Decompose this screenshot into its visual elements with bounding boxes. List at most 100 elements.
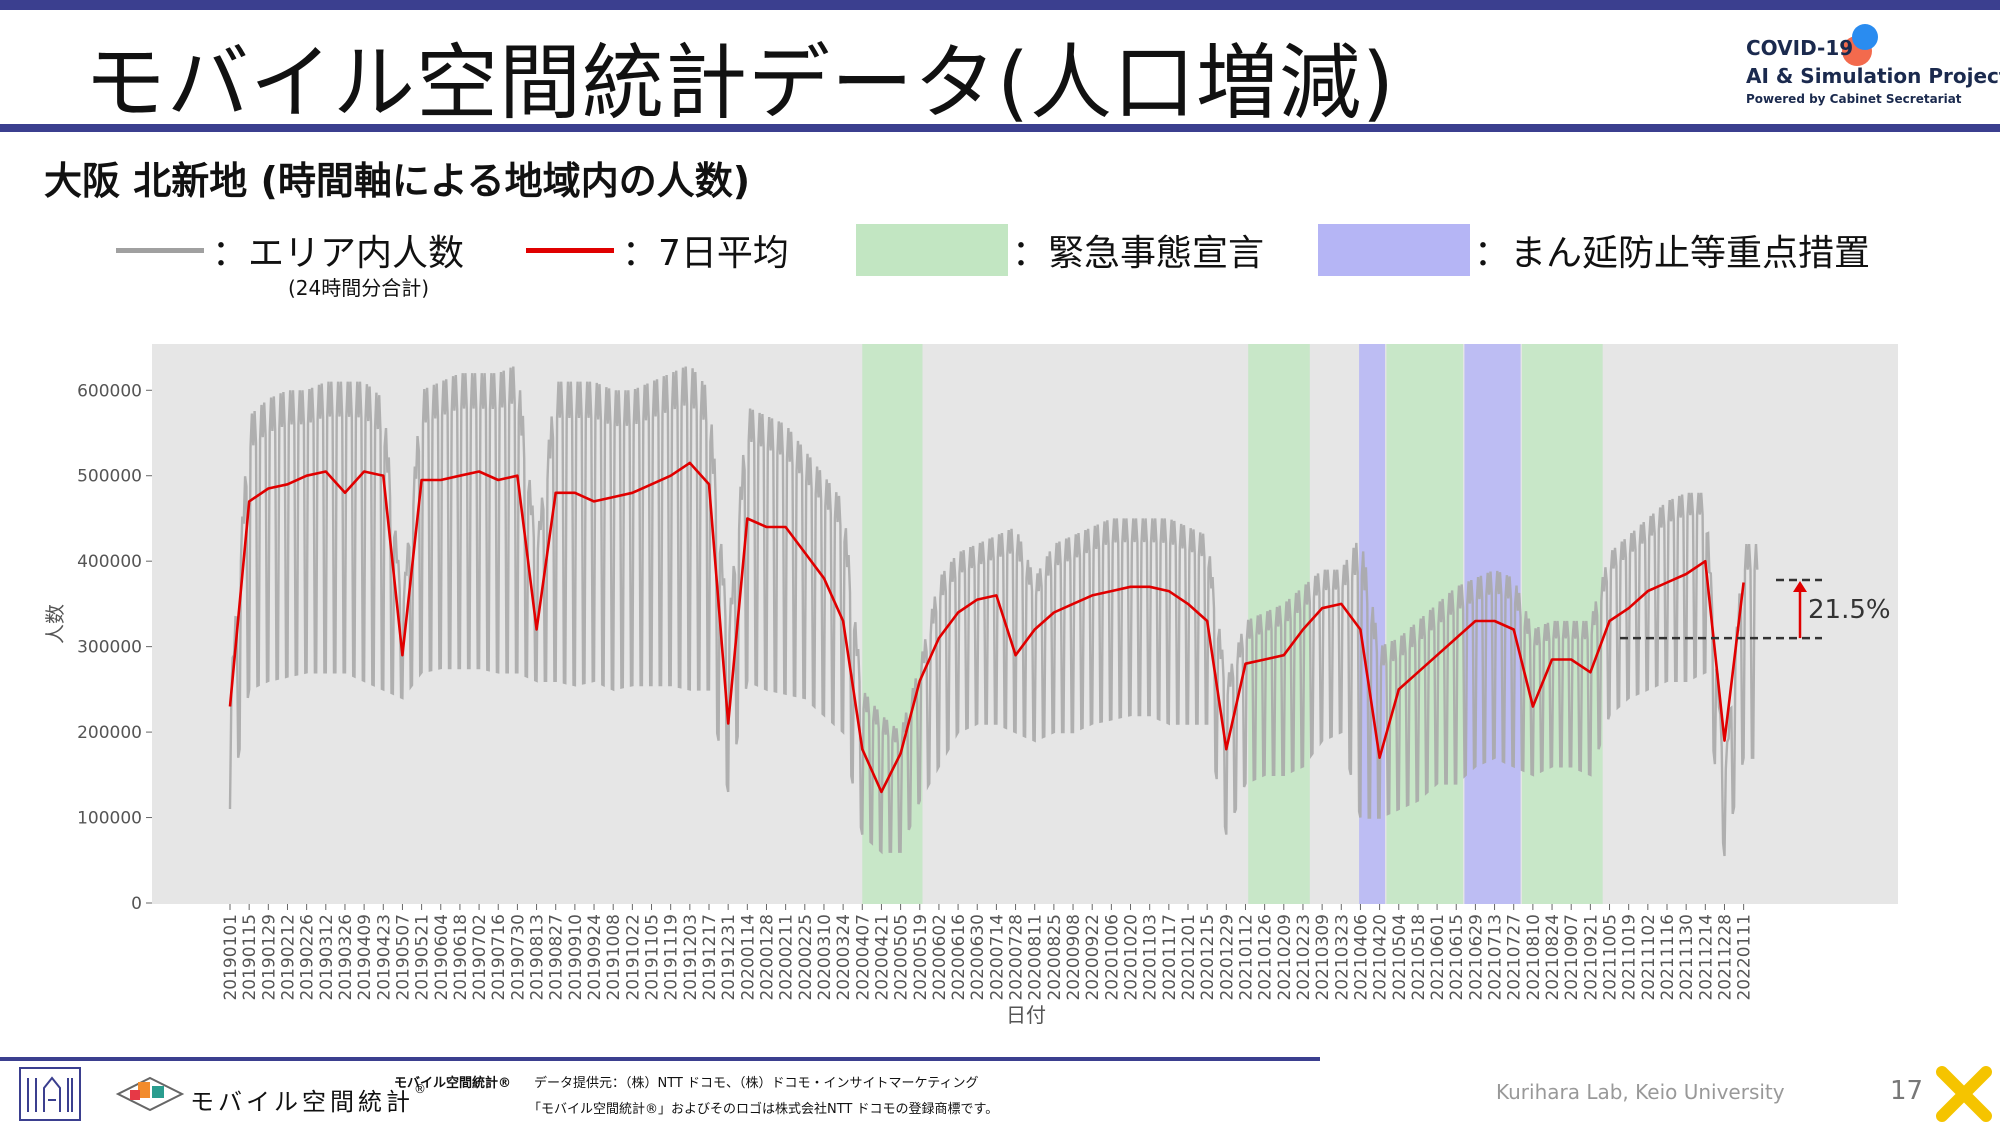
- x-tick-label: 20190409: [355, 914, 375, 1001]
- x-tick-label: 20200128: [757, 914, 777, 1001]
- x-tick-label: 20190827: [547, 914, 567, 1001]
- x-tick-label: 20200602: [930, 914, 950, 1001]
- x-tick-label: 20190618: [451, 914, 471, 1001]
- x-tick-label: 20190115: [240, 914, 260, 1001]
- page-title: モバイル空間統計データ(人口増減): [84, 36, 1395, 131]
- x-tick-label: 20191119: [662, 914, 682, 1001]
- x-tick-label: 20190604: [432, 914, 452, 1001]
- x-tick-label: 20190924: [585, 914, 605, 1001]
- x-tick-label: 20210629: [1466, 914, 1486, 1001]
- legend-emergency: ：緊急事態宣言: [1012, 233, 1265, 274]
- x-tick-label: 20211116: [1658, 914, 1678, 1001]
- legend-avg7: ：7日平均: [622, 233, 789, 274]
- legend-area-count: ：エリア内人数: [212, 233, 465, 274]
- x-tick-label: 20201229: [1217, 914, 1237, 1001]
- x-tick-label: 20190129: [259, 914, 279, 1001]
- x-tick-label: 20210112: [1236, 914, 1256, 1001]
- logo-line3: Powered by Cabinet Secretariat: [1746, 92, 1962, 106]
- legend: ：エリア内人数 (24時間分合計) ：7日平均 ：緊急事態宣言 ：まん延防止等重…: [0, 222, 2000, 300]
- keio-x-logo-icon: [1936, 1066, 1992, 1122]
- x-tick-label: 20191203: [681, 914, 701, 1001]
- x-axis-title: 日付: [1006, 1003, 1046, 1027]
- x-tick-label: 20190312: [317, 914, 337, 1001]
- legend-gray-line: [116, 248, 204, 253]
- legend-emergency-box: [856, 224, 1008, 276]
- brand-mark-text: ®: [414, 1082, 430, 1096]
- logo-line1: COVID-19: [1746, 36, 1854, 60]
- top-accent-bar: [0, 0, 2000, 10]
- x-tick-label: 20191105: [643, 914, 663, 1001]
- x-tick-label: 20190521: [413, 914, 433, 1001]
- legend-semi-emergency-box: [1318, 224, 1470, 276]
- x-tick-label: 20210713: [1486, 914, 1506, 1001]
- x-tick-label: 20210209: [1275, 914, 1295, 1001]
- x-tick-label: 20210126: [1256, 914, 1276, 1001]
- x-tick-label: 20200310: [815, 914, 835, 1001]
- x-tick-label: 20191022: [623, 914, 643, 1001]
- x-tick-label: 20200922: [1083, 914, 1103, 1001]
- footer-provider: データ提供元：（株）NTT ドコモ、（株）ドコモ・インサイトマーケティング: [534, 1076, 979, 1091]
- y-tick-label: 600000: [77, 381, 142, 401]
- logo-blue-dot: [1852, 24, 1878, 50]
- increase-percent-label: 21.5%: [1808, 595, 1891, 625]
- x-tick-label: 20190101: [221, 914, 241, 1001]
- y-tick-label: 100000: [77, 809, 142, 829]
- x-tick-label: 20201215: [1198, 914, 1218, 1001]
- header-divider: [0, 124, 2000, 132]
- footer-trademark: 「モバイル空間統計®」およびそのロゴは株式会社NTT ドコモの登録商標です。: [528, 1102, 999, 1117]
- x-tick-label: 20210406: [1351, 914, 1371, 1001]
- x-tick-label: 20200114: [738, 914, 758, 1001]
- x-tick-label: 20200616: [949, 914, 969, 1001]
- x-tick-label: 20200908: [1064, 914, 1084, 1001]
- y-tick-label: 400000: [77, 552, 142, 572]
- x-tick-label: 20200407: [853, 914, 873, 1001]
- footer-lab: Kurihara Lab, Keio University: [1496, 1080, 1785, 1104]
- x-tick-label: 20200324: [834, 914, 854, 1001]
- x-tick-label: 20191217: [700, 914, 720, 1001]
- x-tick-label: 20190507: [393, 914, 413, 1001]
- x-tick-label: 20200825: [1045, 914, 1065, 1001]
- x-tick-label: 20211214: [1696, 914, 1716, 1001]
- y-tick-label: 200000: [77, 723, 142, 743]
- increase-arrow-head: [1793, 580, 1807, 592]
- y-tick-label: 0: [131, 894, 142, 914]
- x-tick-label: 20210810: [1524, 914, 1544, 1001]
- x-tick-label: 20200519: [911, 914, 931, 1001]
- x-tick-label: 20210615: [1447, 914, 1467, 1001]
- x-tick-label: 20200505: [892, 914, 912, 1001]
- emergency-period: [1521, 344, 1603, 904]
- x-tick-label: 20210907: [1562, 914, 1582, 1001]
- footer-brand-name: モバイル空間統計®: [190, 1082, 430, 1117]
- x-tick-label: 20211102: [1639, 914, 1659, 1001]
- x-tick-label: 20201103: [1141, 914, 1161, 1001]
- page-number: 17: [1890, 1076, 1924, 1106]
- x-tick-label: 20190813: [528, 914, 548, 1001]
- y-tick-label: 500000: [77, 467, 142, 487]
- x-tick-label: 20200421: [872, 914, 892, 1001]
- mobile-stats-logo-icon: [115, 1076, 185, 1112]
- series-7day-average: [228, 461, 1745, 794]
- x-tick-label: 20220111: [1735, 914, 1755, 1001]
- x-tick-label: 20210727: [1505, 914, 1525, 1001]
- x-tick-label: 20190910: [566, 914, 586, 1001]
- x-tick-label: 20190212: [278, 914, 298, 1001]
- legend-semi-emergency: ：まん延防止等重点措置: [1474, 233, 1871, 274]
- x-tick-label: 20191231: [719, 914, 739, 1001]
- chart-subtitle: 大阪 北新地 (時間軸による地域内の人数): [44, 159, 751, 203]
- x-tick-label: 20201020: [1122, 914, 1142, 1001]
- logo-line2: AI & Simulation Project: [1746, 64, 2000, 88]
- series-area-count: [228, 366, 1759, 857]
- y-axis-title: 人数: [43, 604, 67, 644]
- population-chart: 0 100000 200000 300000 400000 500000 600000 201…: [43, 344, 1898, 1027]
- x-tick-label: 20211228: [1715, 914, 1735, 1001]
- x-tick-label: 20210921: [1581, 914, 1601, 1001]
- covid-ai-logo: COVID-19 AI & Simulation Project Powered…: [1746, 24, 2000, 114]
- x-tick-label: 20210309: [1313, 914, 1333, 1001]
- x-tick-label: 20201006: [1102, 914, 1122, 1001]
- x-tick-label: 20190226: [298, 914, 318, 1001]
- x-tick-label: 20201201: [1179, 914, 1199, 1001]
- x-tick-label: 20210504: [1390, 914, 1410, 1001]
- footer-credit-name: モバイル空間統計®: [394, 1076, 512, 1091]
- x-tick-label: 20190730: [508, 914, 528, 1001]
- x-tick-label: 20210601: [1428, 914, 1448, 1001]
